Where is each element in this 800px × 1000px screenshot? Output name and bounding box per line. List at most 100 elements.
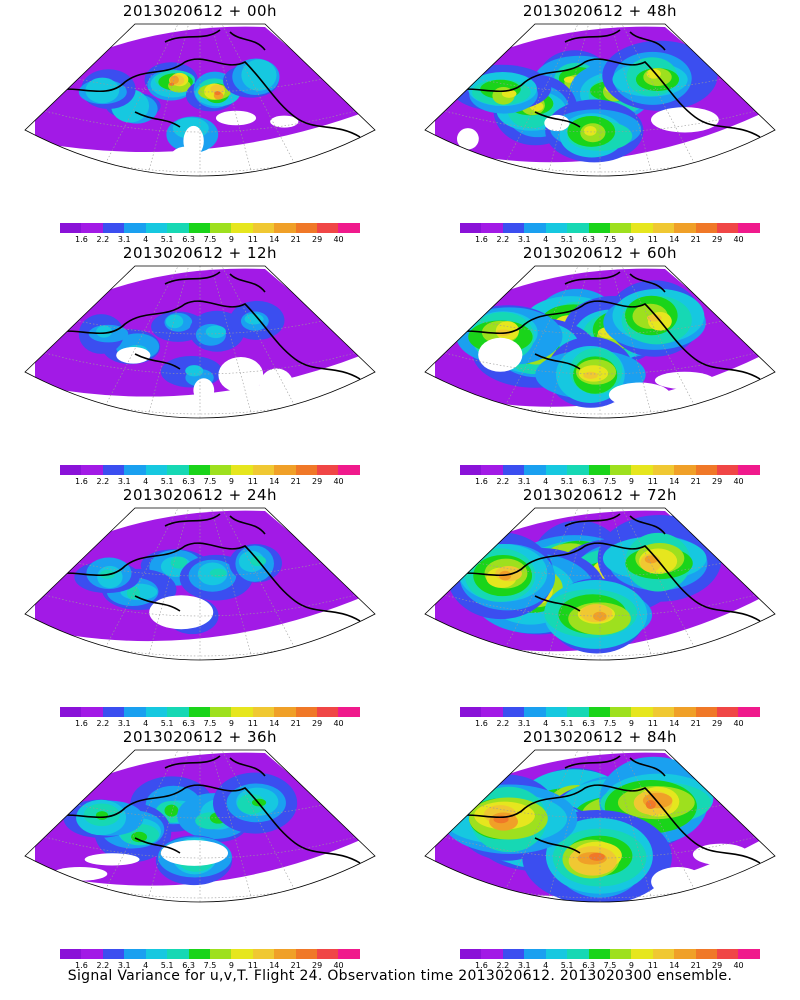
colorbar-swatch bbox=[631, 707, 653, 717]
forecast-panel: 2013020612 + 24h 1.6 2.2 3.1 4 5.1 6.3 7.5 9 11 14… bbox=[0, 484, 400, 729]
below-threshold-area bbox=[270, 115, 299, 128]
colorbar-tick-label: 4 bbox=[143, 961, 149, 970]
colorbar-swatch bbox=[631, 223, 653, 233]
below-threshold-area bbox=[232, 401, 293, 418]
colorbar-swatch bbox=[231, 707, 253, 717]
variance-contour bbox=[583, 371, 598, 379]
colorbar-swatch bbox=[188, 707, 210, 717]
colorbar-swatch bbox=[631, 465, 653, 475]
colorbar-tick-label: 1.6 bbox=[475, 477, 488, 486]
colorbar-swatch bbox=[524, 223, 546, 233]
colorbar-swatch bbox=[674, 707, 696, 717]
colorbar-swatch bbox=[188, 949, 210, 959]
below-threshold-area bbox=[259, 368, 294, 404]
colorbar-tick-label: 40 bbox=[733, 719, 744, 728]
colorbar-tick-label: 5.1 bbox=[160, 235, 174, 244]
colorbar-ticks: 1.6 2.2 3.1 4 5.1 6.3 7.5 9 11 14 21 29 40 bbox=[460, 235, 760, 245]
colorbar-tick-label: 6.3 bbox=[582, 477, 595, 486]
colorbar-tick-label: 40 bbox=[333, 719, 344, 728]
variance-contour bbox=[168, 82, 175, 86]
colorbar-swatch bbox=[252, 949, 275, 959]
colorbar-tick-label: 29 bbox=[712, 477, 723, 486]
colorbar-tick-label: 11 bbox=[647, 477, 658, 486]
variance-contour bbox=[589, 852, 605, 861]
colorbar-swatch bbox=[81, 949, 103, 959]
map-boundary bbox=[24, 265, 376, 419]
colorbar-tick-label: 21 bbox=[690, 719, 701, 728]
variance-contour bbox=[165, 314, 184, 329]
colorbar bbox=[460, 949, 760, 959]
colorbar-tick-label: 7.5 bbox=[203, 235, 217, 244]
colorbar-tick-label: 4 bbox=[543, 961, 549, 970]
below-threshold-area bbox=[608, 382, 671, 408]
colorbar-swatch bbox=[460, 465, 482, 475]
map-boundary bbox=[424, 507, 776, 661]
below-threshold-area bbox=[115, 650, 151, 660]
colorbar-tick-label: 4 bbox=[543, 235, 549, 244]
variance-map bbox=[24, 507, 376, 661]
colorbar-swatch bbox=[652, 707, 675, 717]
below-threshold-area bbox=[52, 867, 108, 881]
colorbar-tick-label: 7.5 bbox=[603, 961, 617, 970]
colorbar-tick-label: 1.6 bbox=[475, 961, 488, 970]
colorbar-swatch bbox=[609, 223, 632, 233]
below-threshold-area bbox=[104, 643, 127, 660]
colorbar-swatch bbox=[295, 949, 318, 959]
colorbar-swatch bbox=[502, 949, 525, 959]
colorbar-swatch bbox=[695, 223, 718, 233]
colorbar-tick-label: 14 bbox=[669, 235, 680, 244]
colorbar-swatch bbox=[481, 465, 503, 475]
colorbar-tick-label: 7.5 bbox=[203, 477, 217, 486]
colorbar-swatch bbox=[102, 949, 125, 959]
colorbar-tick-label: 2.2 bbox=[496, 719, 510, 728]
colorbar-swatch bbox=[81, 707, 103, 717]
colorbar-swatch bbox=[588, 707, 610, 717]
colorbar bbox=[460, 707, 760, 717]
colorbar-tick-label: 5.1 bbox=[160, 477, 174, 486]
forecast-panel: 2013020612 + 72h 1.6 2.2 3.1 4 5.1 6.3 7.5 9 11 14… bbox=[400, 484, 800, 729]
colorbar-tick-label: 2.2 bbox=[96, 235, 110, 244]
colorbar-tick-label: 29 bbox=[312, 961, 323, 970]
colorbar-tick-label: 3.1 bbox=[517, 477, 531, 486]
colorbar-swatch bbox=[738, 949, 760, 959]
coastline bbox=[444, 513, 761, 622]
colorbar-swatch bbox=[209, 949, 232, 959]
colorbar-tick-label: 40 bbox=[333, 235, 344, 244]
variance-contour bbox=[244, 313, 264, 325]
variance-map bbox=[24, 23, 376, 177]
colorbar-swatch bbox=[567, 465, 589, 475]
colorbar-ticks: 1.6 2.2 3.1 4 5.1 6.3 7.5 9 11 14 21 29 40 bbox=[60, 235, 360, 245]
colorbar-swatch bbox=[60, 949, 82, 959]
colorbar-tick-label: 1.6 bbox=[75, 961, 88, 970]
colorbar-tick-label: 2.2 bbox=[96, 961, 110, 970]
colorbar-ticks: 1.6 2.2 3.1 4 5.1 6.3 7.5 9 11 14 21 29 40 bbox=[60, 477, 360, 487]
graticule bbox=[425, 24, 775, 176]
colorbar-swatch bbox=[481, 949, 503, 959]
colorbar-swatch bbox=[60, 223, 82, 233]
colorbar-swatch bbox=[145, 223, 168, 233]
colorbar-swatch bbox=[717, 223, 739, 233]
colorbar-tick-label: 6.3 bbox=[182, 719, 195, 728]
below-threshold-area bbox=[116, 347, 151, 364]
graticule bbox=[425, 750, 775, 902]
colorbar-swatch bbox=[524, 949, 546, 959]
colorbar-tick-label: 5.1 bbox=[160, 961, 174, 970]
colorbar-swatch bbox=[524, 707, 546, 717]
colorbar-tick-label: 1.6 bbox=[475, 719, 488, 728]
colorbar-tick-label: 7.5 bbox=[203, 719, 217, 728]
forecast-panel: 2013020612 + 12h 1.6 2.2 3.1 4 5.1 6.3 7.5 9 11 14… bbox=[0, 242, 400, 487]
colorbar-swatch bbox=[124, 949, 146, 959]
colorbar-swatch bbox=[567, 949, 589, 959]
colorbar-swatch bbox=[502, 223, 525, 233]
panel-title: 2013020612 + 12h bbox=[122, 244, 278, 262]
panel-title: 2013020612 + 24h bbox=[122, 486, 278, 504]
colorbar-swatch bbox=[209, 707, 232, 717]
colorbar-swatch bbox=[274, 465, 296, 475]
map-boundary bbox=[24, 23, 376, 177]
colorbar-swatch bbox=[252, 707, 275, 717]
colorbar-swatch bbox=[545, 949, 568, 959]
colorbar-tick-label: 14 bbox=[269, 477, 280, 486]
colorbar-swatch bbox=[674, 949, 696, 959]
forecast-panel: 2013020612 + 00h 1.6 2.2 3.1 4 5.1 6.3 7.5 9 11 14… bbox=[0, 0, 400, 245]
